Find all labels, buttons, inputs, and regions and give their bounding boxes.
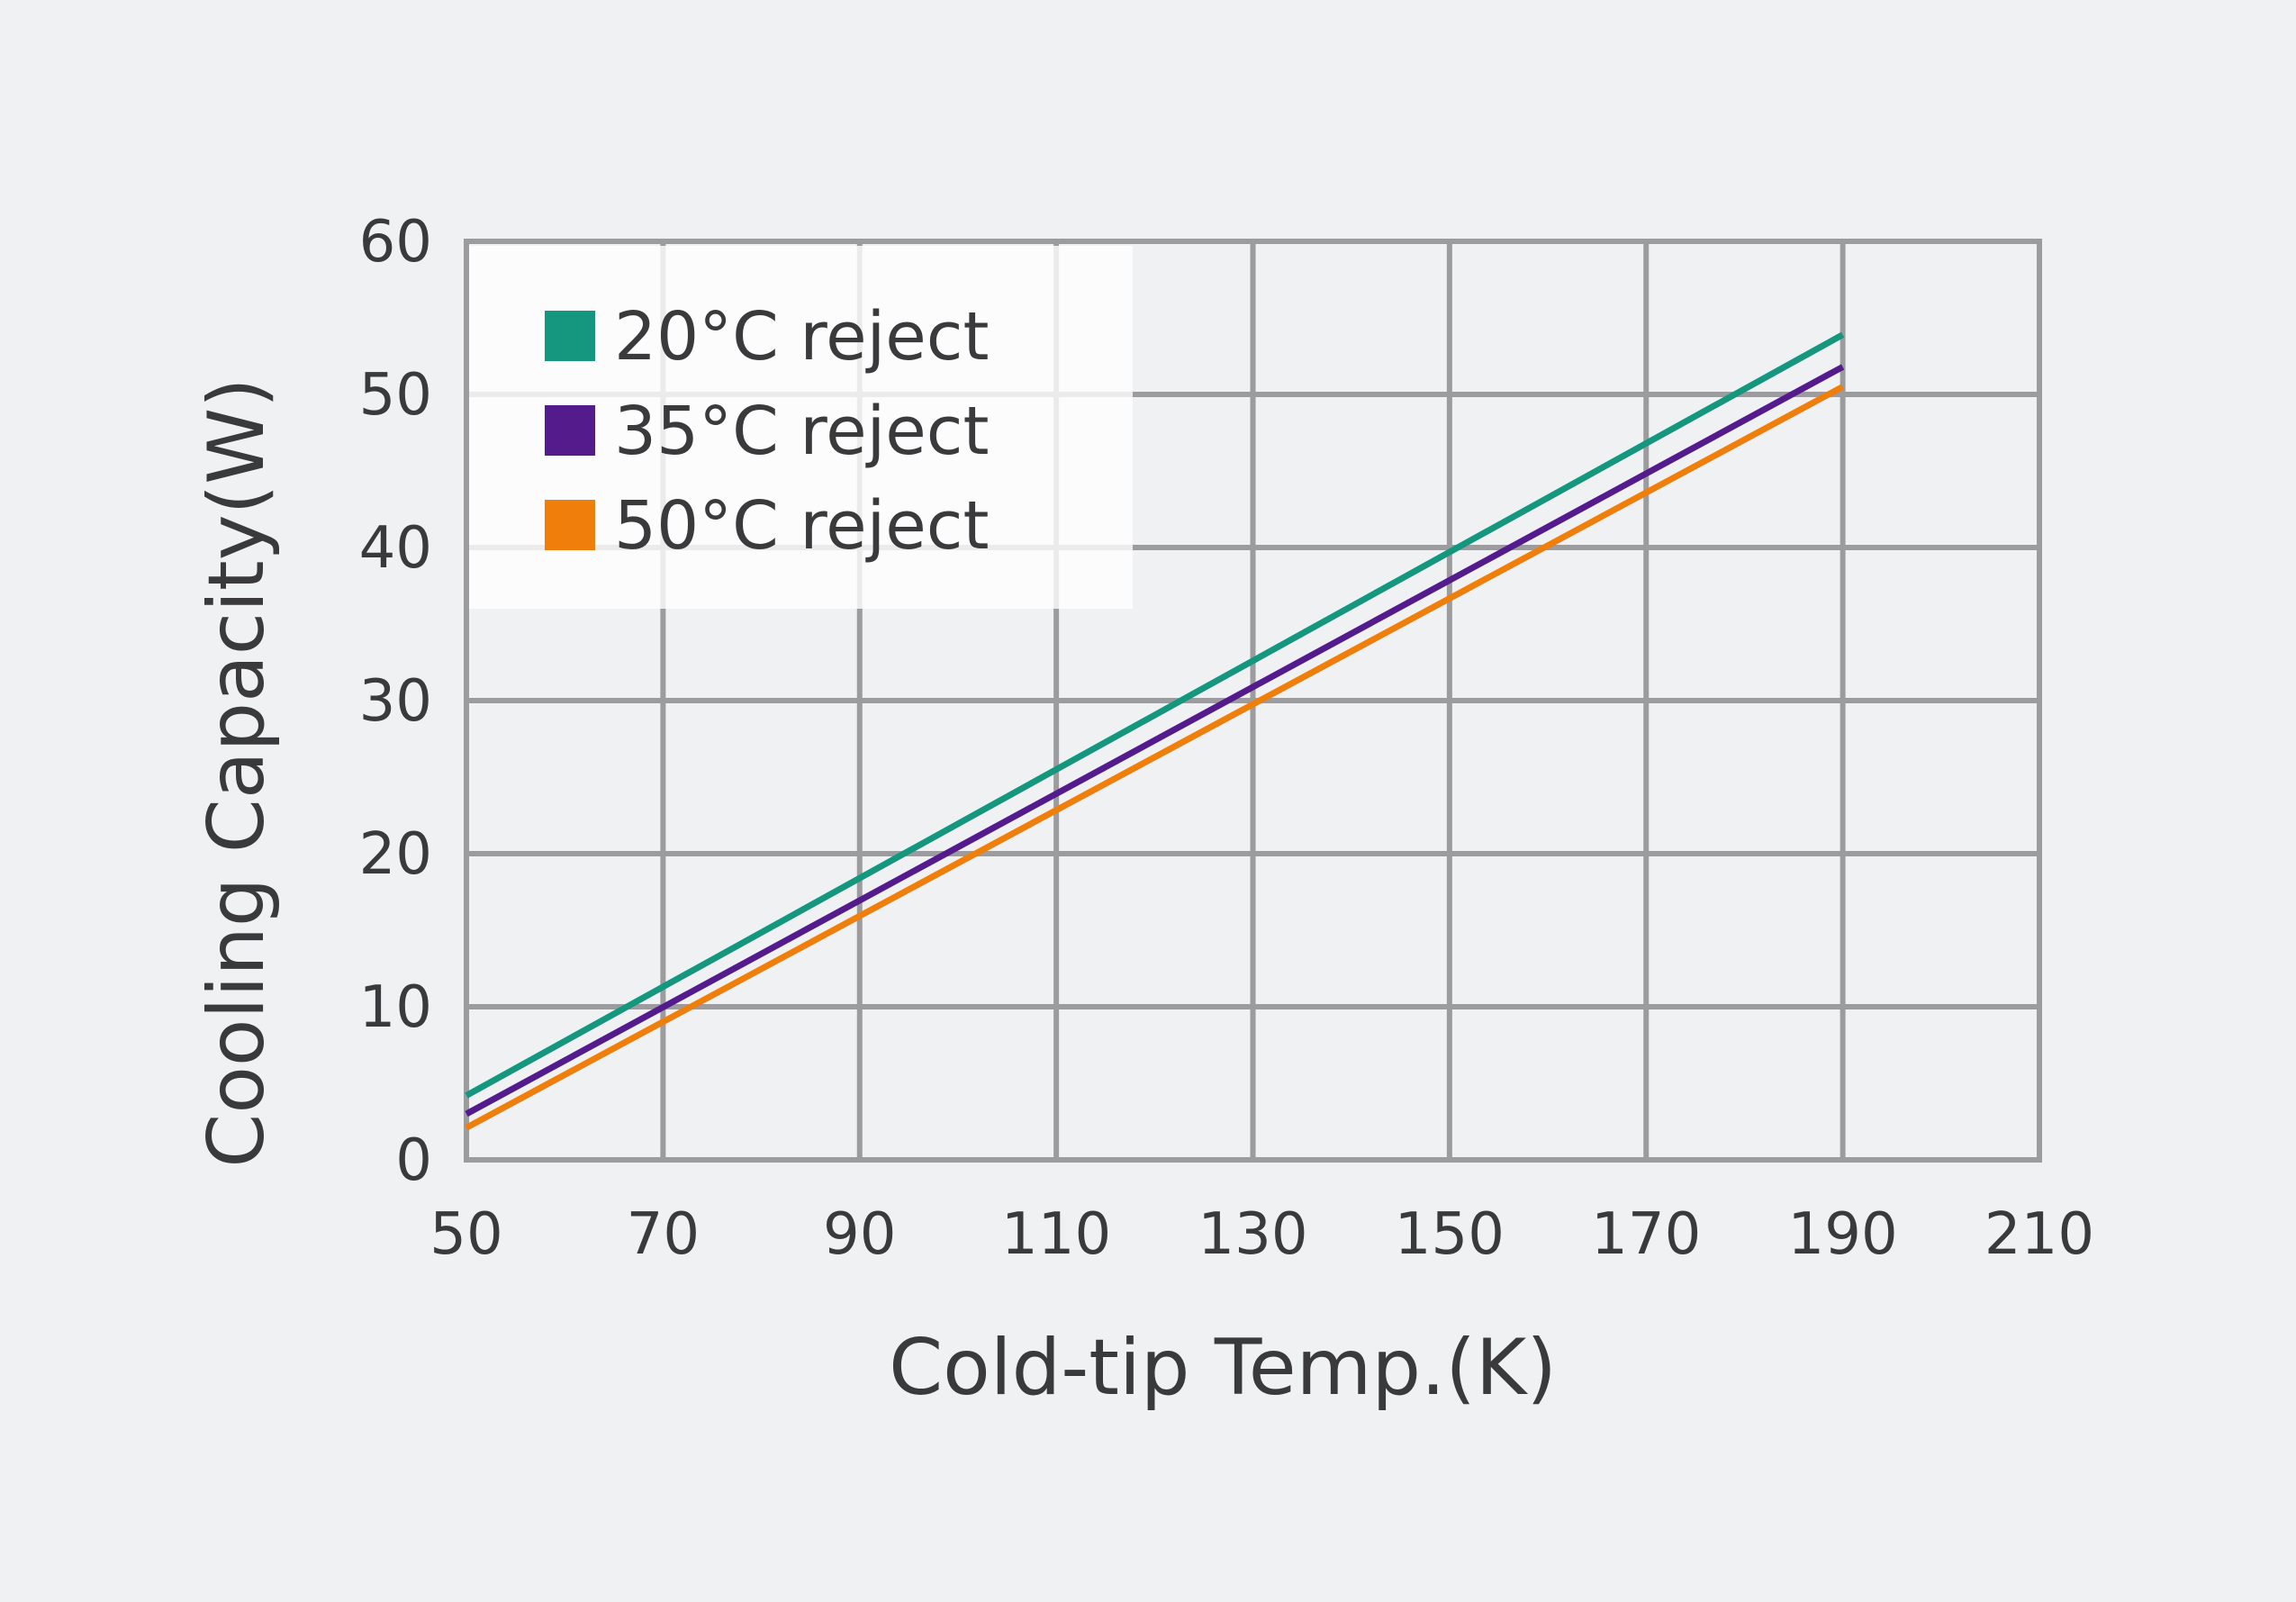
- x-tick-label: 190: [1788, 1201, 1898, 1268]
- series-lines: [465, 331, 1845, 1131]
- x-tick-label: 110: [1001, 1201, 1111, 1268]
- x-axis-title: Cold-tip Temp.(K): [889, 1323, 1557, 1413]
- y-tick-label: 20: [359, 821, 432, 888]
- x-axis-ticks: 50 70 90 110 130 150 170 190 210: [429, 1201, 2094, 1268]
- y-axis-title: Cooling Capacity(W): [192, 377, 282, 1167]
- y-axis-ticks: 0 10 20 30 40 50 60: [359, 209, 432, 1194]
- y-tick-label: 40: [359, 515, 432, 582]
- legend-label-2: 35°C reject: [614, 393, 989, 470]
- y-tick-label: 50: [359, 362, 432, 429]
- legend-swatch-2: [545, 405, 595, 456]
- series-line-2: [465, 364, 1845, 1118]
- x-tick-label: 150: [1395, 1201, 1505, 1268]
- y-tick-label: 10: [359, 974, 432, 1041]
- x-tick-label: 210: [1984, 1201, 2094, 1268]
- x-tick-label: 70: [627, 1201, 700, 1268]
- y-tick-label: 60: [359, 209, 432, 276]
- legend-label-3: 50°C reject: [614, 487, 989, 565]
- x-tick-label: 90: [823, 1201, 896, 1268]
- series-line-1: [465, 331, 1845, 1099]
- y-tick-label: 30: [359, 668, 432, 735]
- legend-label-1: 20°C reject: [614, 298, 989, 376]
- x-tick-label: 130: [1198, 1201, 1307, 1268]
- y-tick-label: 0: [395, 1127, 432, 1194]
- x-tick-label: 170: [1591, 1201, 1701, 1268]
- legend: 20°C reject 35°C reject 50°C reject: [469, 246, 1133, 609]
- legend-swatch-3: [545, 500, 595, 550]
- plot-border: [464, 239, 2042, 1163]
- legend-swatch-1: [545, 311, 595, 361]
- x-tick-label: 50: [429, 1201, 502, 1268]
- series-line-3: [465, 384, 1845, 1131]
